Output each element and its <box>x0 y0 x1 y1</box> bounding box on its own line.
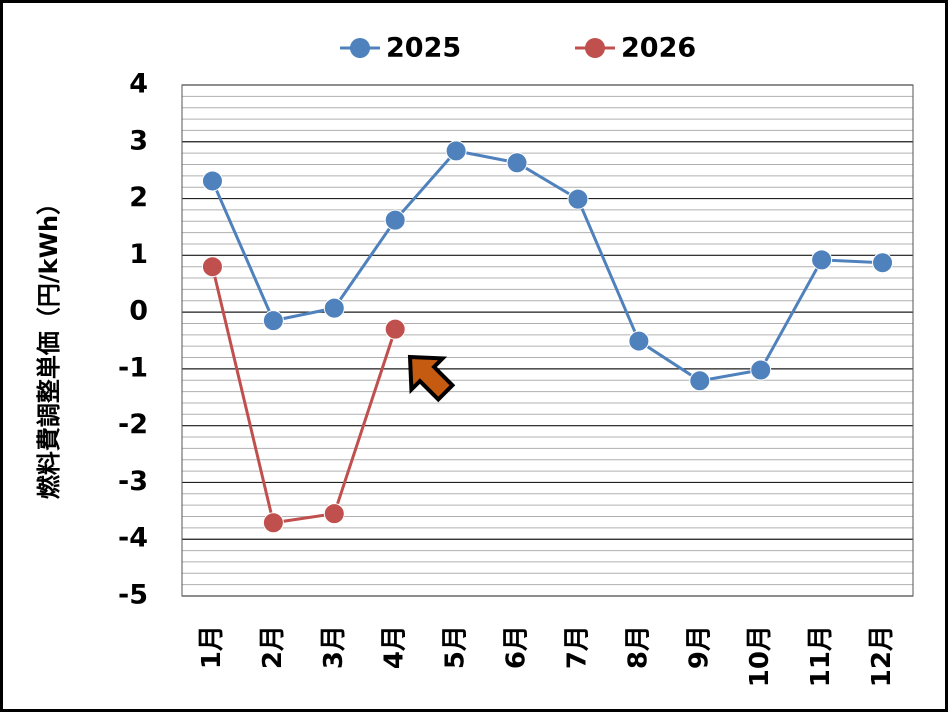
data-point <box>628 330 650 352</box>
data-point <box>323 503 345 525</box>
y-tick-label: 4 <box>129 69 148 100</box>
x-tick-label: 9月 <box>684 625 714 669</box>
x-tick-label: 10月 <box>745 625 775 687</box>
data-point <box>384 209 406 231</box>
y-tick-label: -2 <box>118 409 148 440</box>
y-tick-label: -1 <box>118 352 148 383</box>
data-point <box>323 297 345 319</box>
data-point <box>445 140 467 162</box>
x-tick-label: 12月 <box>867 625 897 687</box>
y-tick-label: -4 <box>118 523 148 554</box>
y-tick-label: 2 <box>129 182 148 213</box>
y-axis-label: 燃料費調整単価（円/kWh） <box>35 191 63 499</box>
y-tick-label: 0 <box>129 296 148 327</box>
y-tick-label: 3 <box>129 125 148 156</box>
data-point <box>811 249 833 271</box>
x-tick-label: 7月 <box>562 625 592 669</box>
x-tick-label: 11月 <box>806 625 836 687</box>
y-tick-label: -3 <box>118 466 148 497</box>
data-point <box>201 256 223 278</box>
data-point <box>384 318 406 340</box>
legend-marker <box>585 38 605 58</box>
x-tick-label: 4月 <box>380 625 410 669</box>
data-point <box>262 310 284 332</box>
data-point <box>689 370 711 392</box>
data-point <box>567 188 589 210</box>
y-tick-label: -5 <box>118 580 148 611</box>
x-tick-label: 5月 <box>441 625 471 669</box>
legend-label: 2026 <box>621 33 696 64</box>
arrow-annotation <box>407 354 456 403</box>
plot-background <box>182 85 913 596</box>
x-tick-label: 1月 <box>197 625 227 669</box>
y-tick-label: 1 <box>129 239 148 270</box>
data-point <box>201 170 223 192</box>
data-point <box>262 512 284 534</box>
plot-border <box>181 84 914 597</box>
x-tick-label: 8月 <box>623 625 653 669</box>
x-tick-label: 3月 <box>319 625 349 669</box>
x-tick-label: 6月 <box>502 625 532 669</box>
data-point <box>872 252 894 274</box>
legend-marker <box>350 38 370 58</box>
data-point <box>750 359 772 381</box>
x-tick-label: 2月 <box>258 625 288 669</box>
legend-label: 2025 <box>386 33 461 64</box>
series-line <box>210 266 397 525</box>
data-point <box>506 152 528 174</box>
